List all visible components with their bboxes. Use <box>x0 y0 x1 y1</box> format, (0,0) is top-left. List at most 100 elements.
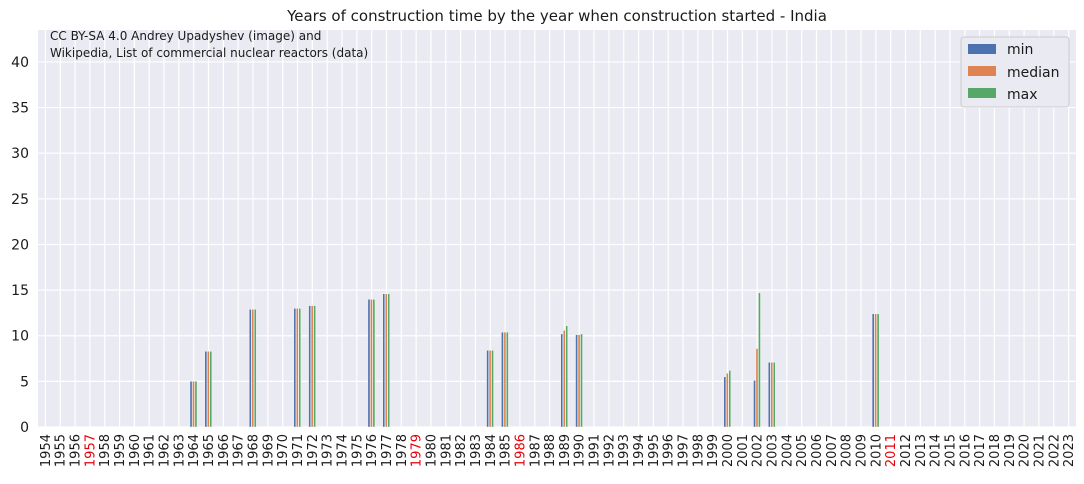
x-tick-label-1955: 1955 <box>54 434 69 467</box>
x-tick-label-2009: 2009 <box>854 434 869 467</box>
x-tick-label-2004: 2004 <box>780 434 795 467</box>
x-tick-label-1978: 1978 <box>395 434 410 467</box>
bar-median-1972 <box>310 305 314 428</box>
bar-max-1985 <box>506 331 509 428</box>
x-tick-label-2016: 2016 <box>958 434 973 467</box>
bar-max-1989 <box>565 325 568 428</box>
x-tick-label-1969: 1969 <box>261 434 276 467</box>
bar-min-1985 <box>501 331 504 428</box>
bar-median-1989 <box>562 330 566 428</box>
x-tick-label-1966: 1966 <box>217 434 232 467</box>
x-tick-label-2023: 2023 <box>1062 434 1077 467</box>
x-tick-label-1957: 1957 <box>83 434 98 467</box>
x-tick-label-2014: 2014 <box>929 434 944 467</box>
x-tick-label-2022: 2022 <box>1047 434 1062 467</box>
x-tick-label-1977: 1977 <box>380 434 395 467</box>
x-tick-label-1998: 1998 <box>691 434 706 467</box>
x-tick-label-1979: 1979 <box>410 434 425 467</box>
x-tick-label-2008: 2008 <box>840 434 855 467</box>
x-tick-label-2018: 2018 <box>988 434 1003 467</box>
x-tick-label-2017: 2017 <box>973 434 988 467</box>
bar-min-1990 <box>575 334 578 428</box>
x-tick-label-2000: 2000 <box>721 434 736 467</box>
bar-max-1968 <box>254 309 257 428</box>
x-tick-label-2013: 2013 <box>914 434 929 467</box>
x-tick-label-1961: 1961 <box>143 434 158 467</box>
bar-min-1972 <box>308 305 311 428</box>
x-tick-label-1990: 1990 <box>573 434 588 467</box>
credit-line-1: CC BY-SA 4.0 Andrey Upadyshev (image) an… <box>50 29 321 43</box>
bar-max-1971 <box>298 308 302 428</box>
x-tick-label-1999: 1999 <box>706 434 721 467</box>
bar-min-1989 <box>560 333 563 428</box>
x-tick-label-1965: 1965 <box>202 434 217 467</box>
x-axis-ticks: 1954 1955 1956 1957 1958 1959 1960 1961 1962 1963… <box>39 434 1077 467</box>
x-tick-label-1970: 1970 <box>276 434 291 467</box>
bar-min-1965 <box>204 351 208 428</box>
x-tick-label-1971: 1971 <box>291 434 306 467</box>
y-tick-label-15: 15 <box>11 283 29 299</box>
x-tick-label-1984: 1984 <box>484 434 499 467</box>
y-tick-label-40: 40 <box>11 55 29 71</box>
x-tick-label-1960: 1960 <box>128 434 143 467</box>
y-tick-label-5: 5 <box>20 374 29 390</box>
bar-max-1965 <box>209 351 213 428</box>
bar-min-2010 <box>871 313 875 428</box>
x-tick-label-1989: 1989 <box>558 434 573 467</box>
x-tick-label-2011: 2011 <box>884 434 899 467</box>
x-tick-label-1991: 1991 <box>588 434 603 467</box>
x-tick-label-1954: 1954 <box>39 434 54 467</box>
bar-max-1977 <box>387 293 390 428</box>
bar-min-1971 <box>293 308 297 428</box>
x-tick-label-1993: 1993 <box>617 434 632 467</box>
bar-min-1984 <box>486 350 489 428</box>
x-tick-label-1996: 1996 <box>662 434 677 467</box>
x-tick-label-1985: 1985 <box>499 434 514 467</box>
bar-max-1976 <box>372 299 376 428</box>
x-tick-label-2019: 2019 <box>1003 434 1018 467</box>
x-tick-label-1981: 1981 <box>439 434 454 467</box>
x-tick-label-1987: 1987 <box>528 434 543 467</box>
bar-max-2010 <box>876 313 880 428</box>
x-tick-label-1972: 1972 <box>306 434 321 467</box>
bar-min-1977 <box>382 293 386 428</box>
y-tick-label-0: 0 <box>20 420 29 436</box>
y-tick-label-25: 25 <box>11 192 29 208</box>
x-tick-label-1975: 1975 <box>350 434 365 467</box>
bar-median-1968 <box>251 309 255 428</box>
x-tick-label-2010: 2010 <box>869 434 884 467</box>
x-tick-label-2007: 2007 <box>825 434 840 467</box>
bar-median-2000 <box>726 372 729 428</box>
x-tick-label-1973: 1973 <box>321 434 336 467</box>
bar-median-2010 <box>874 313 877 428</box>
x-tick-label-2005: 2005 <box>795 434 810 467</box>
bar-median-2002 <box>755 348 759 428</box>
bar-max-2003 <box>773 362 776 428</box>
legend-label-min: min <box>1007 42 1033 58</box>
bar-median-2003 <box>770 362 774 428</box>
x-tick-label-1983: 1983 <box>469 434 484 467</box>
x-tick-label-1995: 1995 <box>647 434 662 467</box>
x-tick-label-1958: 1958 <box>98 434 113 467</box>
x-tick-label-2002: 2002 <box>751 434 766 467</box>
y-tick-label-20: 20 <box>11 237 29 253</box>
chart-title: Years of construction time by the year w… <box>286 7 827 25</box>
x-tick-label-1986: 1986 <box>513 434 528 467</box>
bar-min-1976 <box>367 299 371 428</box>
bar-max-1984 <box>491 350 494 428</box>
x-tick-label-1974: 1974 <box>335 434 350 467</box>
bar-median-1977 <box>385 293 388 428</box>
bar-max-2002 <box>758 292 761 428</box>
legend-swatch-max <box>968 88 996 98</box>
legend-label-median: median <box>1007 65 1059 81</box>
bar-median-1964 <box>192 381 195 428</box>
bar-min-2000 <box>723 376 727 428</box>
bar-min-1964 <box>189 381 193 428</box>
x-tick-label-2001: 2001 <box>736 434 751 467</box>
x-tick-label-1997: 1997 <box>677 434 692 467</box>
legend-label-max: max <box>1007 87 1038 103</box>
x-tick-label-1956: 1956 <box>69 434 84 467</box>
x-tick-label-1963: 1963 <box>172 434 187 467</box>
x-tick-label-2021: 2021 <box>1032 434 1047 467</box>
legend: min median max <box>960 36 1070 108</box>
